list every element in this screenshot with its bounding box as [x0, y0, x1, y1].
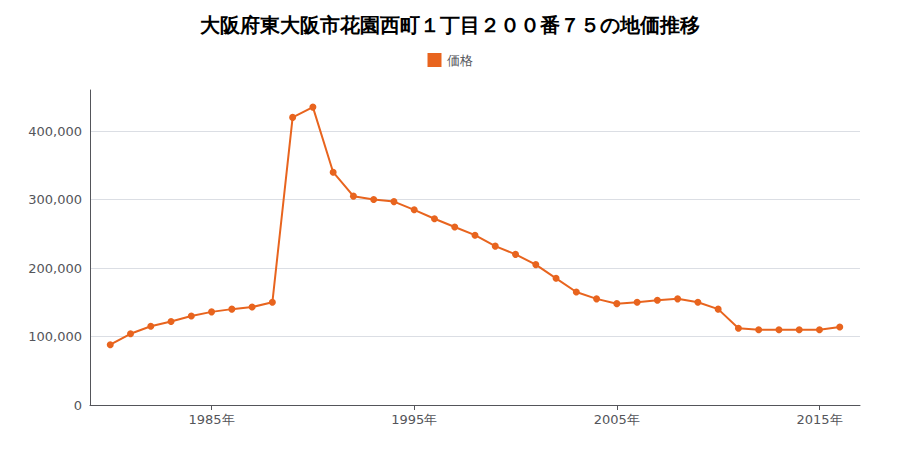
svg-text:2015年: 2015年	[796, 412, 842, 427]
svg-text:1995年: 1995年	[391, 412, 437, 427]
svg-text:0: 0	[74, 398, 82, 413]
svg-text:100,000: 100,000	[28, 329, 82, 344]
svg-text:価格: 価格	[447, 53, 473, 68]
svg-text:2005年: 2005年	[594, 412, 640, 427]
svg-text:200,000: 200,000	[28, 261, 82, 276]
svg-text:300,000: 300,000	[28, 192, 82, 207]
svg-text:1985年: 1985年	[189, 412, 235, 427]
svg-text:大阪府東大阪市花園西町１丁目２００番７５の地価推移: 大阪府東大阪市花園西町１丁目２００番７５の地価推移	[200, 13, 700, 37]
svg-text:400,000: 400,000	[28, 124, 82, 139]
